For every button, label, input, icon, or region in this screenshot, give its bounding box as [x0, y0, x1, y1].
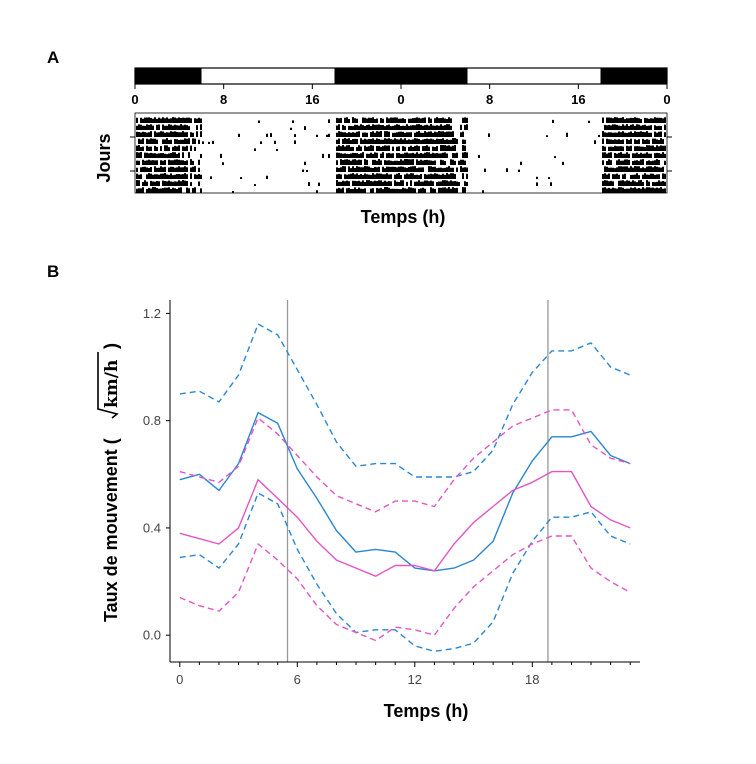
dark-period [334, 68, 468, 84]
series-blue-upper [179, 323, 631, 478]
x-tick-label: 0 [176, 672, 183, 687]
panel-a-x-label: Temps (h) [361, 207, 446, 227]
panel-a-x-ticks: 0 8 16 0 8 16 0 [131, 84, 671, 107]
x-tick-label: 6 [294, 672, 301, 687]
light-dark-bar [134, 67, 668, 85]
panel-b-y-label: Taux de mouvement ( km/h ) [97, 343, 122, 622]
y-label-prefix: Taux de mouvement ( [101, 438, 121, 622]
y-label-unit: km/h [102, 360, 122, 408]
series-pink-upper [179, 409, 631, 513]
x-tick-label: 16 [305, 92, 319, 107]
actogram-activity [136, 117, 666, 193]
panel-b-y-ticks: 0.0 0.4 0.8 1.2 [143, 306, 170, 643]
y-tick-label: 1.2 [143, 306, 161, 321]
x-tick-label: 0 [131, 92, 138, 107]
activity-bars [136, 117, 666, 193]
y-tick-label: 0.0 [143, 628, 161, 643]
series-pink-mean [179, 470, 631, 577]
actogram-day-ticks [130, 136, 672, 172]
y-tick-label: 0.4 [143, 520, 161, 535]
x-tick-label: 0 [397, 92, 404, 107]
dark-period [135, 68, 202, 84]
panel-b-label: B [47, 262, 59, 281]
panel-b-x-ticks: 0 6 12 18 [176, 662, 631, 687]
panel-a-label: A [47, 48, 59, 67]
panel-b-x-label: Temps (h) [384, 701, 469, 721]
panel-a-y-label: Jours [94, 133, 114, 182]
x-tick-label: 8 [220, 92, 227, 107]
dark-period [600, 68, 667, 84]
panel-b-series [179, 323, 631, 652]
x-tick-label: 0 [663, 92, 670, 107]
series-blue-mean [179, 411, 631, 572]
x-tick-label: 12 [408, 672, 422, 687]
sqrt-sign [97, 352, 119, 419]
x-tick-label: 16 [571, 92, 585, 107]
y-label-suffix: ) [101, 343, 121, 349]
panel-b-vertical-lines [286, 300, 549, 662]
y-tick-label: 0.8 [143, 413, 161, 428]
x-tick-label: 18 [525, 672, 539, 687]
series-pink-lower [179, 535, 631, 642]
x-tick-label: 8 [486, 92, 493, 107]
series-blue-lower [179, 492, 631, 652]
